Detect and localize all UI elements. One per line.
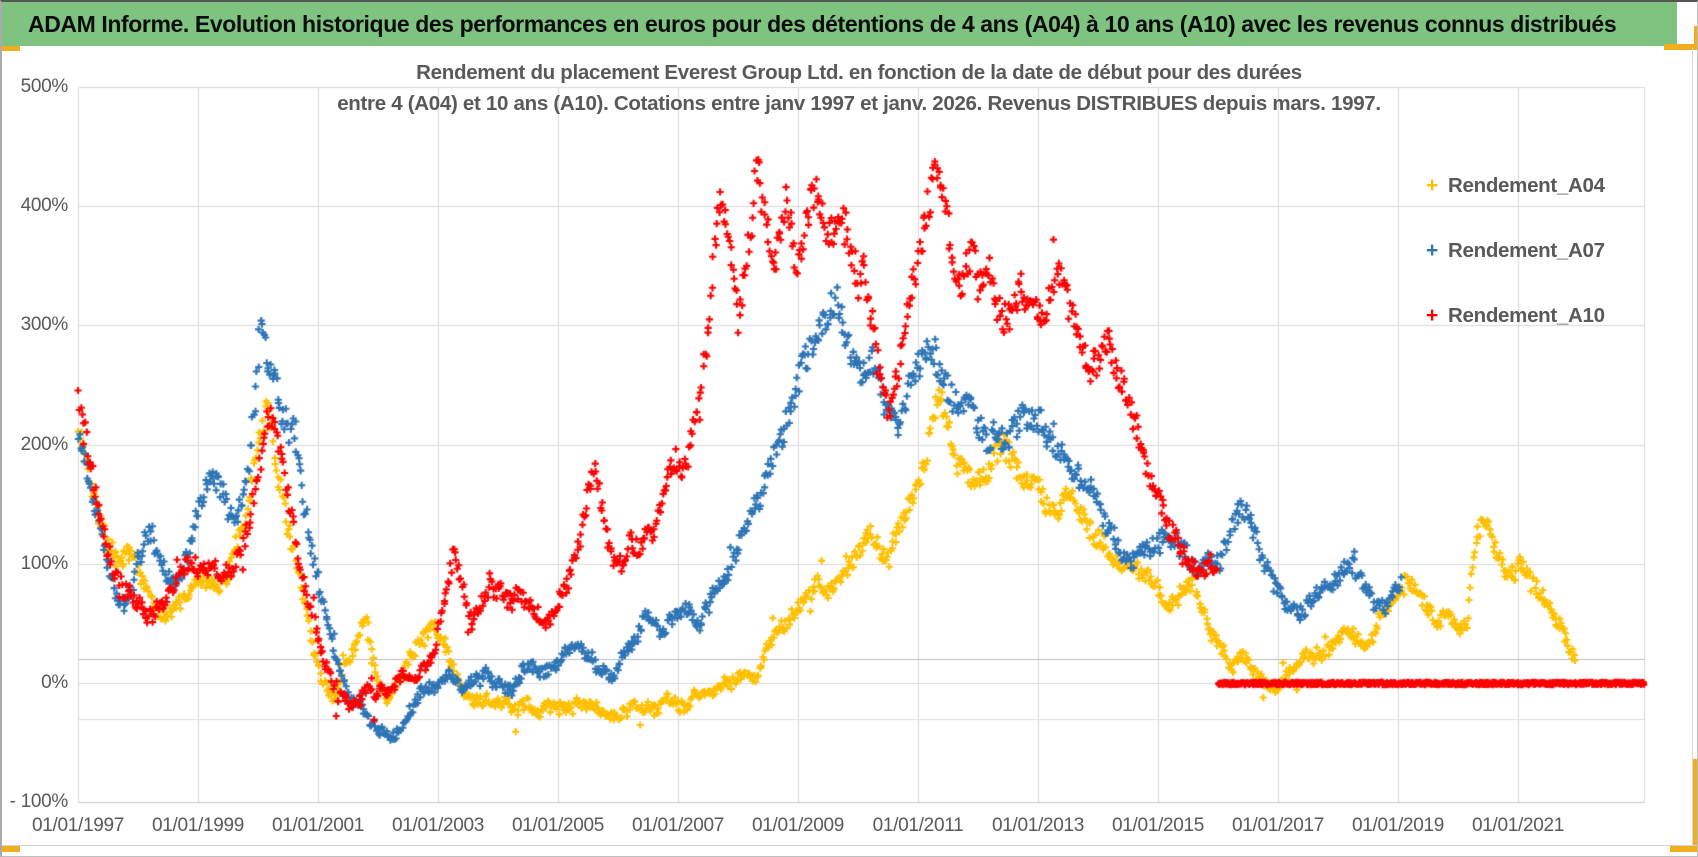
legend-item-a07[interactable]: + Rendement_A07 — [1426, 218, 1605, 283]
legend-item-a04[interactable]: + Rendement_A04 — [1426, 153, 1605, 218]
x-axis-label: 01/01/2015 — [1111, 815, 1205, 836]
x-axis-label: 01/01/2003 — [391, 815, 485, 836]
x-axis-label: 01/01/2005 — [511, 815, 605, 836]
x-axis-label: 01/01/2011 — [872, 815, 964, 836]
chart-title-line2: entre 4 (A04) et 10 ans (A10). Cotations… — [337, 92, 1381, 115]
y-axis-label: 500% — [20, 76, 69, 97]
x-axis-label: 01/01/2007 — [631, 815, 725, 836]
chart-title: Rendement du placement Everest Group Ltd… — [76, 57, 1642, 119]
plus-marker-icon: + — [1426, 174, 1439, 197]
legend-label: Rendement_A10 — [1448, 303, 1605, 327]
legend: + Rendement_A04 + Rendement_A07 + Rendem… — [1426, 153, 1605, 348]
y-axis-label: 200% — [20, 433, 69, 455]
x-axis-label: 01/01/2019 — [1351, 815, 1445, 836]
y-axis-label: 300% — [20, 314, 69, 336]
plus-marker-icon: + — [1426, 239, 1439, 262]
sheet-divider — [2, 845, 1697, 846]
x-axis-label: 01/01/2021 — [1471, 815, 1565, 836]
y-axis-label: 100% — [20, 552, 69, 574]
chart-frame-border — [1692, 48, 1693, 845]
x-axis-label: 01/01/1999 — [151, 815, 245, 836]
plus-marker-icon: + — [1426, 304, 1439, 327]
x-axis-label: 01/01/1997 — [31, 815, 125, 836]
legend-label: Rendement_A07 — [1448, 238, 1605, 262]
x-axis-label: 01/01/2017 — [1231, 815, 1325, 836]
y-axis-label: - 100% — [9, 791, 69, 813]
x-axis-label: 01/01/2001 — [271, 815, 365, 836]
legend-label: Rendement_A04 — [1448, 173, 1605, 197]
chart-title-line1: Rendement du placement Everest Group Ltd… — [416, 61, 1302, 84]
y-axis-label: 400% — [20, 195, 69, 217]
legend-item-a10[interactable]: + Rendement_A10 — [1426, 283, 1605, 348]
y-axis-label: 0% — [41, 672, 68, 693]
x-axis-label: 01/01/2013 — [991, 815, 1085, 836]
x-axis-label: 01/01/2009 — [751, 815, 845, 836]
